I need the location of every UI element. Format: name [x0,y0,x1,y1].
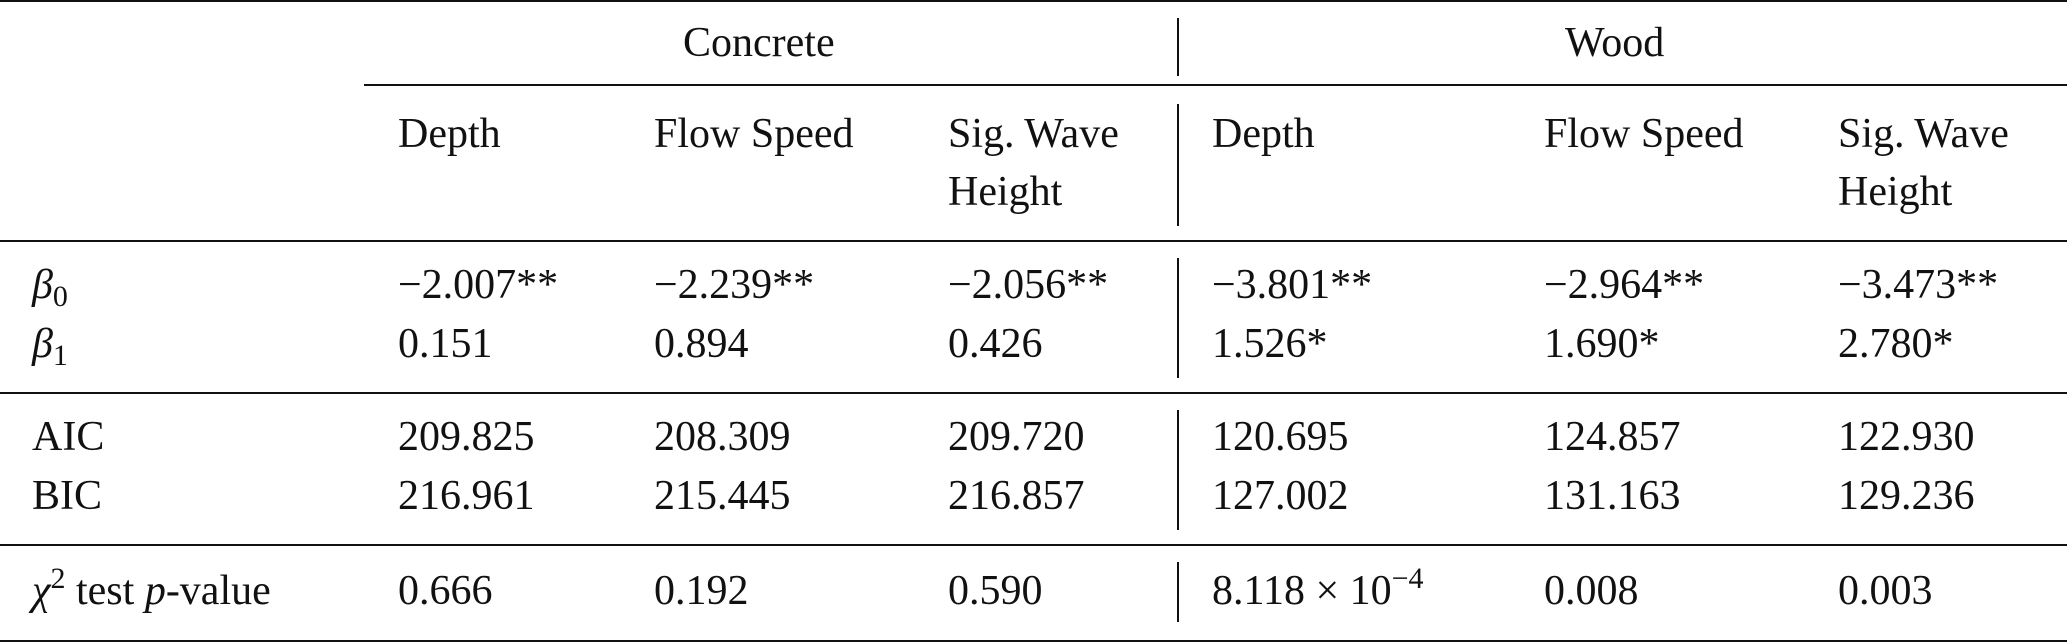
column-header-concrete-depth: Depth [398,111,501,157]
bottom-rule [0,640,2067,642]
cell-beta0-wood-sig-wave-height: −3.473** [1838,262,1999,308]
group-divider-chi-test [1177,562,1179,622]
column-header-concrete-flow-speed: Flow Speed [654,111,854,157]
group-header-concrete: Concrete [683,20,835,66]
column-header-wood-sig-wave: Sig. Wave [1838,111,2009,157]
column-header-wood-height: Height [1838,169,1953,215]
cell-aic-wood-depth: 120.695 [1212,414,1349,460]
cell-chi-wood-flow-speed: 0.008 [1544,568,1639,614]
cell-aic-concrete-depth: 209.825 [398,414,535,460]
group-divider-columns [1177,104,1179,226]
cell-chi-concrete-flow-speed: 0.192 [654,568,749,614]
coefficients-bottom-rule [0,392,2067,394]
cell-chi-wood-depth: 8.118 × 10−4 [1212,562,1424,615]
cell-aic-wood-sig-wave-height: 122.930 [1838,414,1975,460]
cell-aic-concrete-sig-wave-height: 209.720 [948,414,1085,460]
cell-beta1-concrete-sig-wave-height: 0.426 [948,321,1043,367]
cell-beta0-concrete-depth: −2.007** [398,262,559,308]
cell-chi-concrete-depth: 0.666 [398,568,493,614]
cell-aic-wood-flow-speed: 124.857 [1544,414,1681,460]
cell-beta1-concrete-flow-speed: 0.894 [654,321,749,367]
header-bottom-rule [0,240,2067,242]
cell-beta1-concrete-depth: 0.151 [398,321,493,367]
cell-beta0-wood-flow-speed: −2.964** [1544,262,1705,308]
cell-chi-concrete-sig-wave-height: 0.590 [948,568,1043,614]
information-criteria-bottom-rule [0,544,2067,546]
column-header-wood-flow-speed: Flow Speed [1544,111,1744,157]
cell-bic-concrete-flow-speed: 215.445 [654,473,791,519]
cell-bic-wood-depth: 127.002 [1212,473,1349,519]
group-header-wood: Wood [1565,20,1665,66]
cell-bic-concrete-sig-wave-height: 216.857 [948,473,1085,519]
column-header-wood-depth: Depth [1212,111,1315,157]
concrete-group-rule [364,84,1179,86]
row-label-beta-1: β1 [32,321,68,372]
row-label-beta-0: β0 [32,262,68,313]
cell-bic-wood-flow-speed: 131.163 [1544,473,1681,519]
wood-group-rule [1179,84,2067,86]
cell-chi-wood-sig-wave-height: 0.003 [1838,568,1933,614]
cell-beta1-wood-sig-wave-height: 2.780* [1838,321,1954,367]
cell-bic-concrete-depth: 216.961 [398,473,535,519]
row-label-chi-squared-test-p-value: χ2 test p-value [32,562,271,615]
cell-beta1-wood-depth: 1.526* [1212,321,1328,367]
group-divider-header [1177,18,1179,76]
cell-aic-concrete-flow-speed: 208.309 [654,414,791,460]
top-rule [0,0,2067,2]
cell-beta0-concrete-flow-speed: −2.239** [654,262,815,308]
column-header-concrete-sig-wave: Sig. Wave [948,111,1119,157]
cell-beta1-wood-flow-speed: 1.690* [1544,321,1660,367]
row-label-aic: AIC [32,414,105,460]
cell-beta0-concrete-sig-wave-height: −2.056** [948,262,1109,308]
column-header-concrete-height: Height [948,169,1063,215]
row-label-bic: BIC [32,473,103,519]
cell-beta0-wood-depth: −3.801** [1212,262,1373,308]
group-divider-information-criteria [1177,410,1179,530]
group-divider-coefficients [1177,258,1179,378]
cell-bic-wood-sig-wave-height: 129.236 [1838,473,1975,519]
